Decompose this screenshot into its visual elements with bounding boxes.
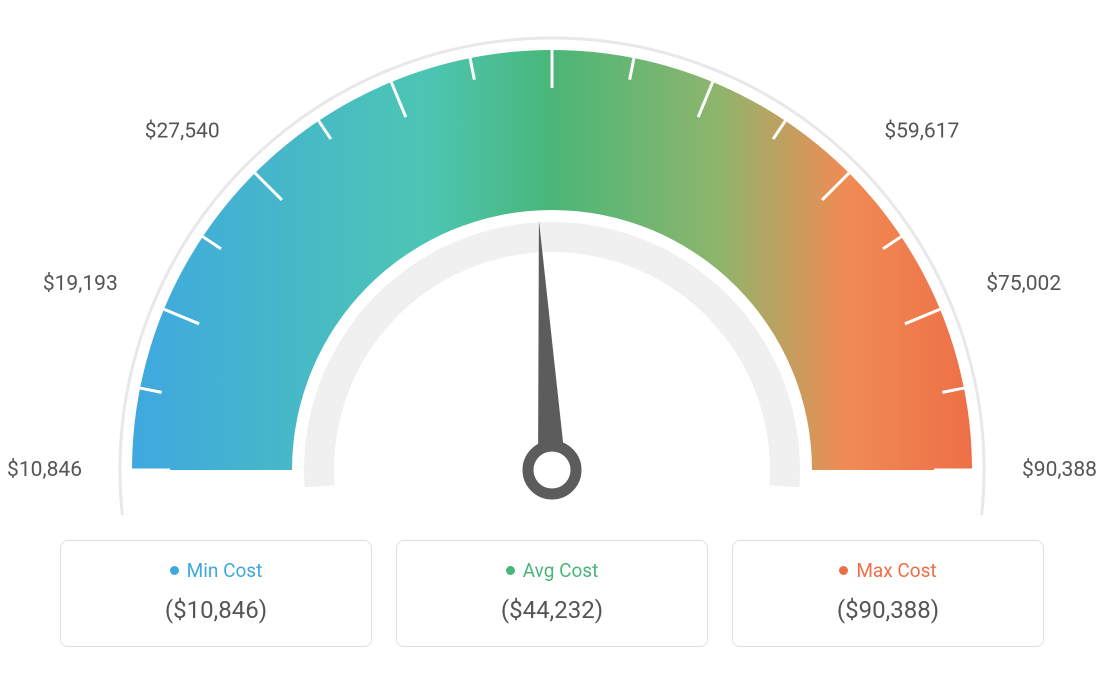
gauge-chart: $10,846 $19,193 $27,540 $44,232 $59,617 $75,0… xyxy=(0,0,1104,540)
svg-text:$75,002: $75,002 xyxy=(986,272,1061,296)
svg-text:$59,617: $59,617 xyxy=(884,120,959,144)
avg-cost-label: Avg Cost xyxy=(523,559,599,582)
svg-text:$90,388: $90,388 xyxy=(1022,458,1097,482)
dot-icon xyxy=(506,566,515,575)
dot-icon xyxy=(170,566,179,575)
min-cost-label: Min Cost xyxy=(187,559,263,582)
gauge-svg: $10,846 $19,193 $27,540 $44,232 $59,617 $75,0… xyxy=(0,0,1104,540)
avg-cost-value: ($44,232) xyxy=(501,596,603,624)
summary-cards: Min Cost ($10,846) Avg Cost ($44,232) Ma… xyxy=(0,540,1104,647)
svg-text:$19,193: $19,193 xyxy=(43,272,118,296)
dot-icon xyxy=(839,566,848,575)
max-cost-value: ($90,388) xyxy=(837,596,939,624)
svg-text:$44,232: $44,232 xyxy=(515,0,590,2)
svg-text:$27,540: $27,540 xyxy=(145,120,220,144)
min-cost-title: Min Cost xyxy=(170,559,263,582)
avg-cost-title: Avg Cost xyxy=(506,559,599,582)
max-cost-label: Max Cost xyxy=(856,559,936,582)
max-cost-card: Max Cost ($90,388) xyxy=(732,540,1044,647)
svg-text:$10,846: $10,846 xyxy=(7,458,82,482)
max-cost-title: Max Cost xyxy=(839,559,936,582)
min-cost-card: Min Cost ($10,846) xyxy=(60,540,372,647)
avg-cost-card: Avg Cost ($44,232) xyxy=(396,540,708,647)
min-cost-value: ($10,846) xyxy=(165,596,267,624)
